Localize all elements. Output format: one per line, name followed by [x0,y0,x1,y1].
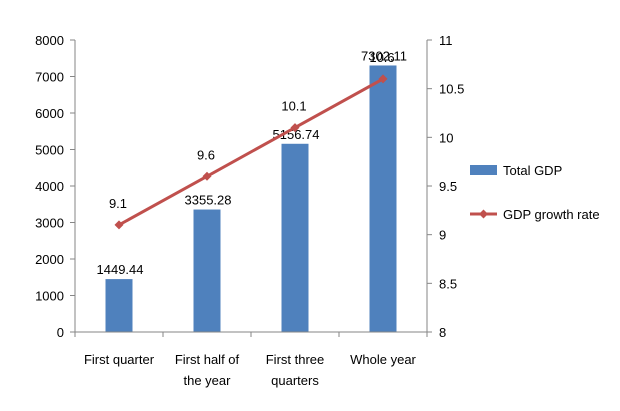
line-data-label: 10.1 [281,99,306,114]
bar [369,65,397,332]
bar [281,143,309,332]
category-label: First three quarters [266,352,325,388]
legend-swatch-bar [470,165,497,175]
line-point-marker [290,123,300,133]
left-axis-tick-label: 0 [57,325,64,340]
bar-data-labels: 1449.44 3355.28 5156.74 7302.11 [97,48,408,277]
growth-rate-line [118,77,384,227]
left-axis-ticks: 0 1000 2000 3000 4000 5000 6000 7000 8000 [35,33,75,340]
right-axis-tick-label: 9 [439,228,446,243]
left-axis-tick-label: 3000 [35,216,64,231]
left-axis-tick-label: 1000 [35,289,64,304]
line-point-marker [114,220,124,230]
right-axis-tick-label: 10.5 [439,82,464,97]
right-axis-tick-label: 8 [439,325,446,340]
category-labels: First quarter First half of the year First … [84,352,417,388]
legend: Total GDP GDP growth rate [470,163,600,222]
bar [193,209,221,332]
legend-marker [479,209,488,219]
category-label: Whole year [350,352,416,367]
line-data-label: 9.6 [197,147,215,162]
bar-data-label: 1449.44 [97,262,144,277]
category-label: First quarter [84,352,155,367]
line-series-gdp-growth-rate [114,74,388,230]
right-axis-tick-label: 9.5 [439,179,457,194]
left-axis-tick-label: 4000 [35,179,64,194]
line-point-marker [378,74,388,84]
line-point-marker [202,171,212,181]
left-axis-tick-label: 2000 [35,252,64,267]
line-data-labels: 9.1 9.6 10.1 10.6 [109,50,395,211]
left-axis-tick-label: 8000 [35,33,64,48]
line-data-label: 10.6 [369,50,394,65]
right-axis-tick-label: 11 [439,33,453,48]
axes [74,40,428,337]
category-label: First half of the year [175,352,240,388]
line-data-label: 9.1 [109,196,127,211]
left-axis-tick-label: 6000 [35,106,64,121]
left-axis-tick-label: 7000 [35,70,64,85]
bar-data-label: 7302.11 [361,48,407,63]
right-axis-tick-label: 10 [439,130,453,145]
bar-series-total-gdp [105,65,397,332]
bar-data-label: 5156.74 [273,127,320,142]
left-axis-tick-label: 5000 [35,143,64,158]
bar [105,279,133,332]
bar-data-label: 3355.28 [185,193,232,208]
right-axis-tick-label: 8.5 [439,276,457,291]
right-axis-ticks: 8 8.5 9 9.5 10 10.5 11 [427,33,464,340]
legend-label-gdp-growth-rate: GDP growth rate [503,207,600,222]
legend-label-total-gdp: Total GDP [503,163,562,178]
